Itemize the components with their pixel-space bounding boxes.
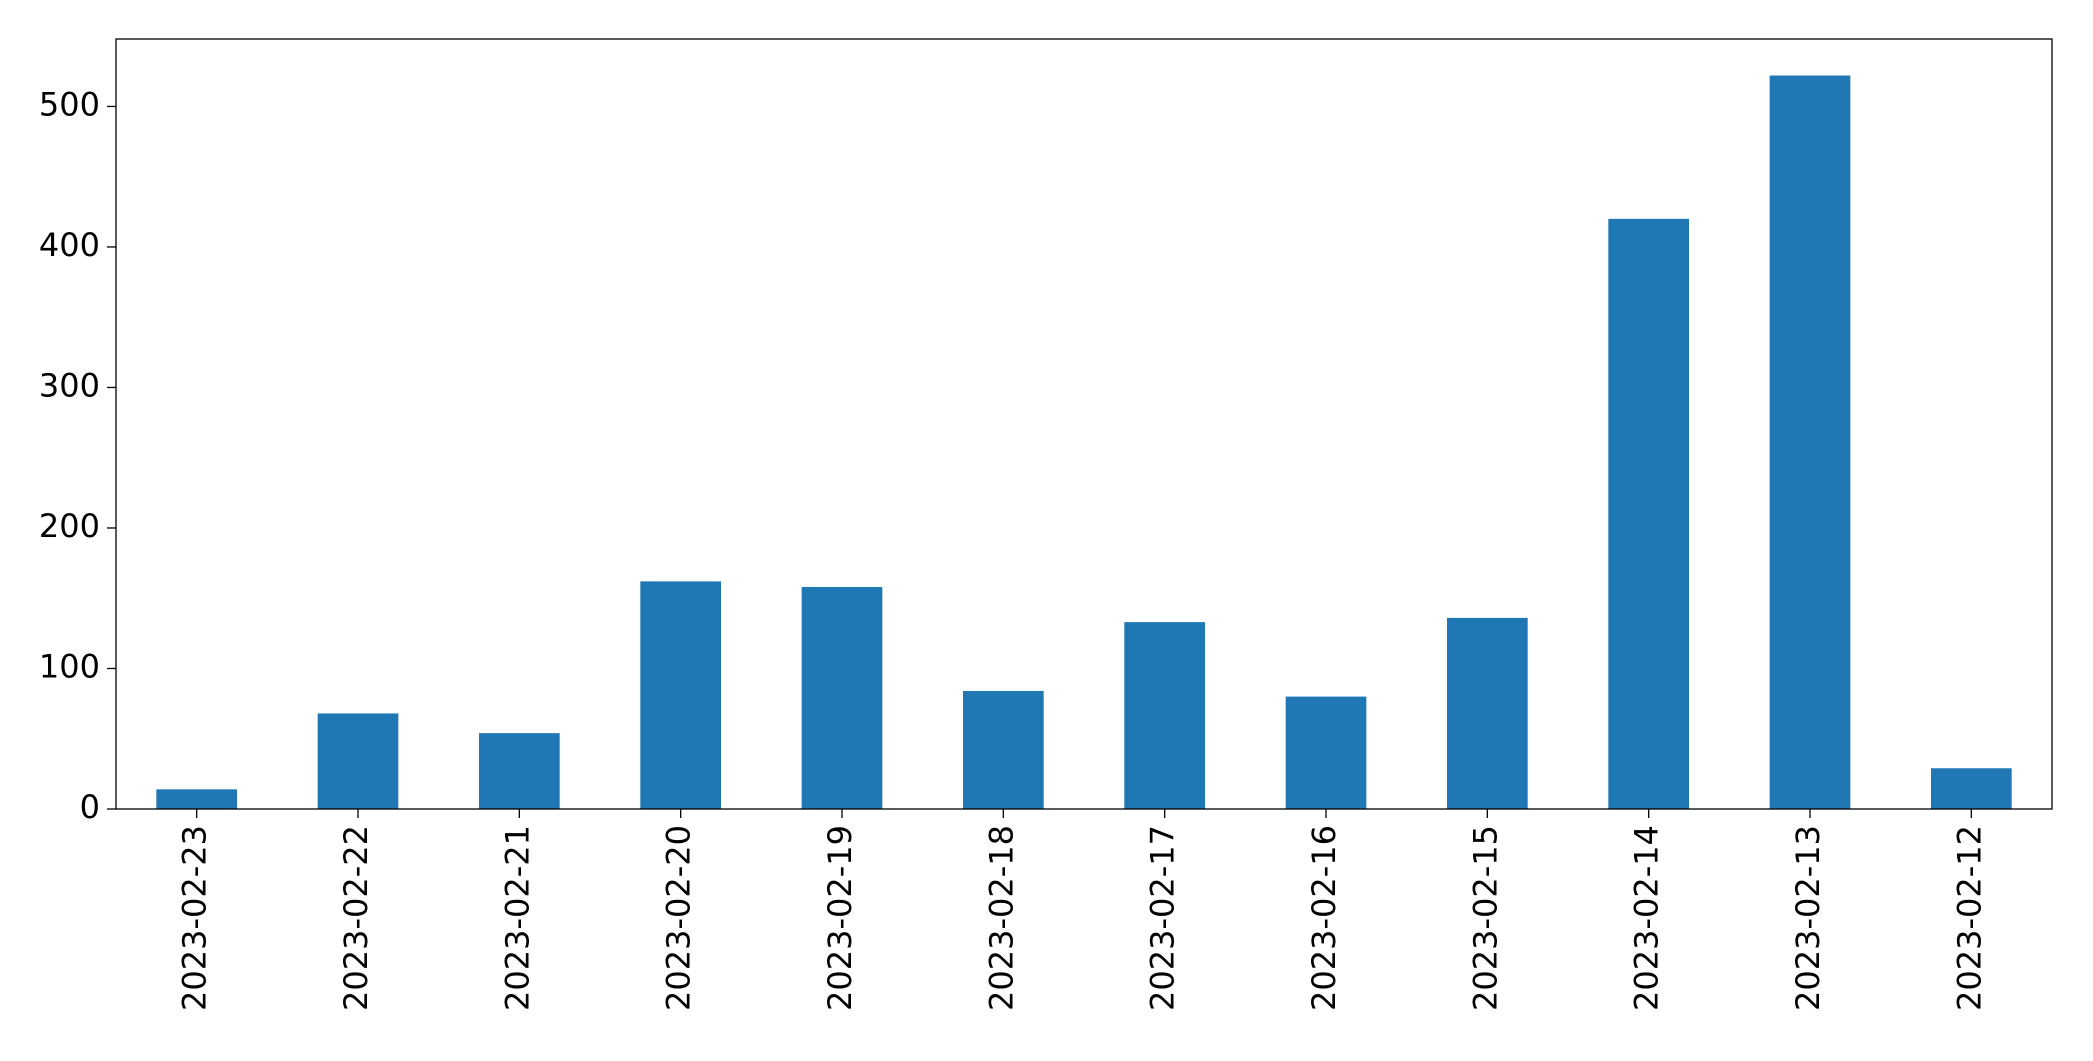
- x-tick-label: 2023-02-17: [1144, 825, 1182, 1011]
- bar: [1608, 218, 1689, 810]
- bar: [1285, 696, 1367, 809]
- y-tick-label: 100: [39, 647, 100, 685]
- bar: [479, 733, 560, 809]
- x-tick-label: 2023-02-21: [498, 825, 536, 1011]
- x-tick-label: 2023-02-12: [1950, 825, 1988, 1011]
- y-tick-label: 200: [39, 507, 100, 545]
- y-tick-label: 0: [80, 788, 100, 826]
- x-tick-label: 2023-02-14: [1628, 825, 1666, 1011]
- bar: [1769, 75, 1851, 810]
- y-tick-label: 300: [39, 366, 100, 404]
- bar: [963, 690, 1044, 809]
- bar: [317, 713, 399, 809]
- bar: [1447, 617, 1528, 809]
- y-tick-label: 400: [39, 226, 100, 264]
- x-tick-label: 2023-02-20: [660, 825, 698, 1011]
- x-tick-label: 2023-02-13: [1789, 825, 1827, 1011]
- bar: [1931, 768, 2012, 809]
- bar: [801, 586, 883, 809]
- bar: [640, 581, 721, 809]
- x-tick-label: 2023-02-19: [821, 825, 859, 1011]
- bar: [156, 789, 237, 809]
- x-tick-label: 2023-02-16: [1305, 825, 1343, 1011]
- y-tick-label: 500: [39, 85, 100, 123]
- x-tick-label: 2023-02-18: [982, 825, 1020, 1011]
- x-tick-label: 2023-02-22: [337, 825, 375, 1011]
- x-tick-label: 2023-02-23: [176, 825, 214, 1011]
- plot-frame: [115, 38, 2053, 810]
- bar: [1124, 622, 1205, 809]
- x-tick-label: 2023-02-15: [1466, 825, 1504, 1011]
